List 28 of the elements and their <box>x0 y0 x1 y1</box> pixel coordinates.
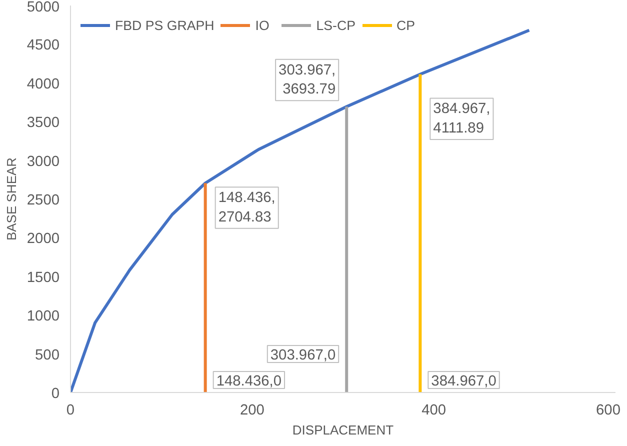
line-series <box>70 28 531 392</box>
y-tick-label: 5000 <box>26 0 60 16</box>
y-tick-label: 2500 <box>26 192 60 208</box>
annotation: 384.967, 4111.89 <box>433 101 490 136</box>
x-axis-title: DISPLACEMENT <box>292 422 394 438</box>
y-tick-label: 4500 <box>26 38 60 54</box>
y-tick-label: 3000 <box>26 154 60 170</box>
legend-label: LS-CP <box>316 18 356 32</box>
legend-label: IO <box>255 18 270 32</box>
x-tick-label: 600 <box>596 402 621 418</box>
y-tick-label: 500 <box>35 347 60 364</box>
x-tick-label: 0 <box>66 402 75 418</box>
annotation: 148.436, 2704.83 <box>218 190 276 226</box>
y-tick-label: 1000 <box>26 308 60 325</box>
legend-label: CP <box>396 18 416 32</box>
legend-label: FBD PS GRAPH <box>115 18 214 32</box>
y-axis-title: BASE SHEAR <box>4 157 19 241</box>
y-tick-label: 4000 <box>26 76 60 92</box>
annotation: 384.967,0 <box>431 374 496 390</box>
y-tick-label: 3500 <box>26 115 60 132</box>
x-tick-label: 400 <box>422 402 446 418</box>
annotation: 303.967, 3693.79 <box>278 62 336 98</box>
y-tick-label: 0 <box>51 386 60 402</box>
x-tick-label: 200 <box>240 402 264 418</box>
annotation: 148.436,0 <box>216 374 282 390</box>
y-tick-label: 2000 <box>26 231 60 248</box>
y-tick-label: 1500 <box>26 270 60 286</box>
annotation: 303.967,0 <box>270 348 336 364</box>
